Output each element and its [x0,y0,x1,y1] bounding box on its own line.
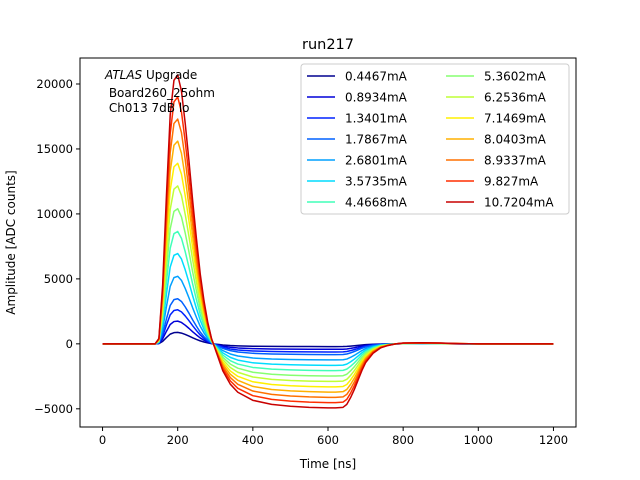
x-tick-label: 0 [99,433,106,447]
legend-entry: 4.4668mA [307,196,408,210]
annotation-text: ATLAS Upgrade Board260_25ohm Ch013 7dB l… [104,68,215,115]
annotation-line-1: ATLAS Upgrade [104,68,197,82]
legend-label: 1.7867mA [345,133,408,147]
upgrade-label: Upgrade [142,68,197,82]
annotation-line-3: Ch013 7dB lo [105,101,190,115]
x-tick-label: 1000 [464,433,493,447]
series-line-14 [102,74,554,409]
legend-label: 8.0403mA [484,133,547,147]
y-tick-label: 0 [66,337,73,351]
x-tick-label: 1200 [539,433,568,447]
x-tick-label: 400 [242,433,264,447]
legend-label: 7.1469mA [484,112,547,126]
legend-entry: 6.2536mA [446,91,547,105]
series-lines [102,74,554,409]
legend-entry: 8.0403mA [446,133,547,147]
y-tick-label: 15000 [36,142,73,156]
legend-label: 1.3401mA [345,112,408,126]
x-tick-label: 800 [392,433,414,447]
annotation-line-2: Board260_25ohm [105,86,215,100]
legend-entry: 0.4467mA [307,70,408,84]
y-tick-label: 20000 [36,77,73,91]
atlas-label: ATLAS [104,68,143,82]
legend-label: 9.827mA [484,175,539,189]
legend-label: 6.2536mA [484,91,547,105]
legend-entry: 2.6801mA [307,154,408,168]
legend-label: 8.9337mA [484,154,547,168]
legend-entry: 5.3602mA [446,70,547,84]
legend-label: 0.4467mA [345,70,408,84]
legend-label: 10.7204mA [484,196,554,210]
legend-entries: 0.4467mA 0.8934mA 1.3401mA 1.7867mA 2.6801mA… [307,70,554,210]
legend-box [300,63,570,215]
legend-label: 3.5735mA [345,175,408,189]
legend-label: 4.4668mA [345,196,408,210]
y-axis-label: Amplitude [ADC counts] [4,170,18,314]
y-axis-ticks: −5000 0 5000 10000 15000 20000 [34,77,80,416]
legend: 0.4467mA 0.8934mA 1.3401mA 1.7867mA 2.6801mA… [300,63,570,215]
x-tick-label: 200 [167,433,189,447]
legend-label: 2.6801mA [345,154,408,168]
chart-title: run217 [302,37,354,53]
x-tick-label: 600 [317,433,339,447]
legend-entry: 1.3401mA [307,112,408,126]
y-tick-label: 5000 [44,272,73,286]
x-axis-ticks: 0 200 400 600 800 1000 1200 [99,427,568,447]
legend-entry: 7.1469mA [446,112,547,126]
legend-entry: 9.827mA [446,175,539,189]
legend-entry: 3.5735mA [307,175,408,189]
legend-entry: 1.7867mA [307,133,408,147]
y-tick-label: −5000 [34,402,73,416]
x-axis-label: Time [ns] [299,457,356,471]
legend-entry: 8.9337mA [446,154,547,168]
legend-label: 0.8934mA [345,91,408,105]
legend-label: 5.3602mA [484,70,547,84]
legend-entry: 10.7204mA [446,196,554,210]
legend-entry: 0.8934mA [307,91,408,105]
y-tick-label: 10000 [36,207,73,221]
